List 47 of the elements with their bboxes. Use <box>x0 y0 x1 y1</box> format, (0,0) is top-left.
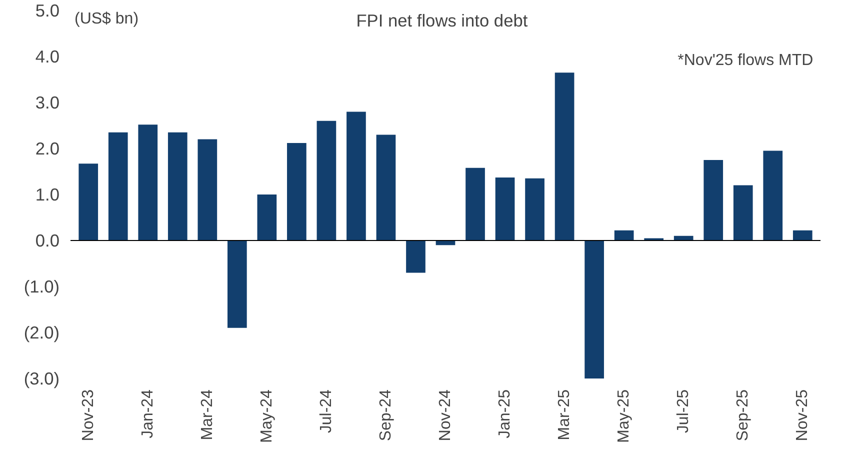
x-tick-label: Jul-25 <box>675 389 692 434</box>
x-tick-label: Nov-24 <box>437 389 454 442</box>
bar <box>466 168 485 240</box>
bar <box>614 230 634 240</box>
bar <box>346 112 366 240</box>
x-tick-label: Jul-24 <box>318 389 335 434</box>
x-tick-label: Mar-24 <box>198 389 216 440</box>
bar <box>763 150 783 240</box>
y-tick-label: 1.0 <box>35 184 60 204</box>
bar <box>198 139 218 240</box>
x-tick-label: Nov-23 <box>80 389 97 442</box>
y-tick-label: 2.0 <box>35 138 60 158</box>
x-tick-label: Jan-24 <box>139 389 156 438</box>
x-tick-label: Sep-25 <box>734 389 752 442</box>
bar <box>227 240 247 328</box>
bar <box>316 120 336 240</box>
x-tick-label: May-24 <box>258 389 276 443</box>
x-tick-label: Sep-24 <box>377 389 394 442</box>
bar <box>554 72 574 240</box>
y-tick-label: 3.0 <box>35 92 60 112</box>
x-tick-label: May-25 <box>616 389 633 443</box>
bar <box>406 240 426 273</box>
bar <box>168 132 188 240</box>
x-tick-label: Nov-25 <box>794 389 812 442</box>
y-tick-label: 0.0 <box>35 230 60 250</box>
bar <box>376 134 396 240</box>
bar <box>792 230 812 240</box>
bar <box>584 240 604 378</box>
y-tick-label: 5.0 <box>35 0 60 20</box>
bar <box>108 132 128 240</box>
y-tick-label: 4.0 <box>35 46 60 66</box>
y-tick-label: (1.0) <box>24 276 60 296</box>
bar <box>257 194 277 240</box>
x-tick-label: Jan-25 <box>496 389 514 438</box>
annotation: *Nov'25 flows MTD <box>678 52 814 69</box>
bar <box>704 160 724 240</box>
chart-title: FPI net flows into debt <box>356 10 528 30</box>
bar <box>525 178 544 240</box>
y-tick-label: (3.0) <box>24 368 60 388</box>
bar <box>733 185 753 240</box>
bar <box>138 124 158 240</box>
bar <box>78 164 98 240</box>
x-tick-label: Mar-25 <box>556 389 574 440</box>
bar <box>495 177 515 240</box>
y-axis-title: (US$ bn) <box>74 10 139 28</box>
y-tick-label: (2.0) <box>24 322 60 342</box>
bar <box>287 142 306 240</box>
